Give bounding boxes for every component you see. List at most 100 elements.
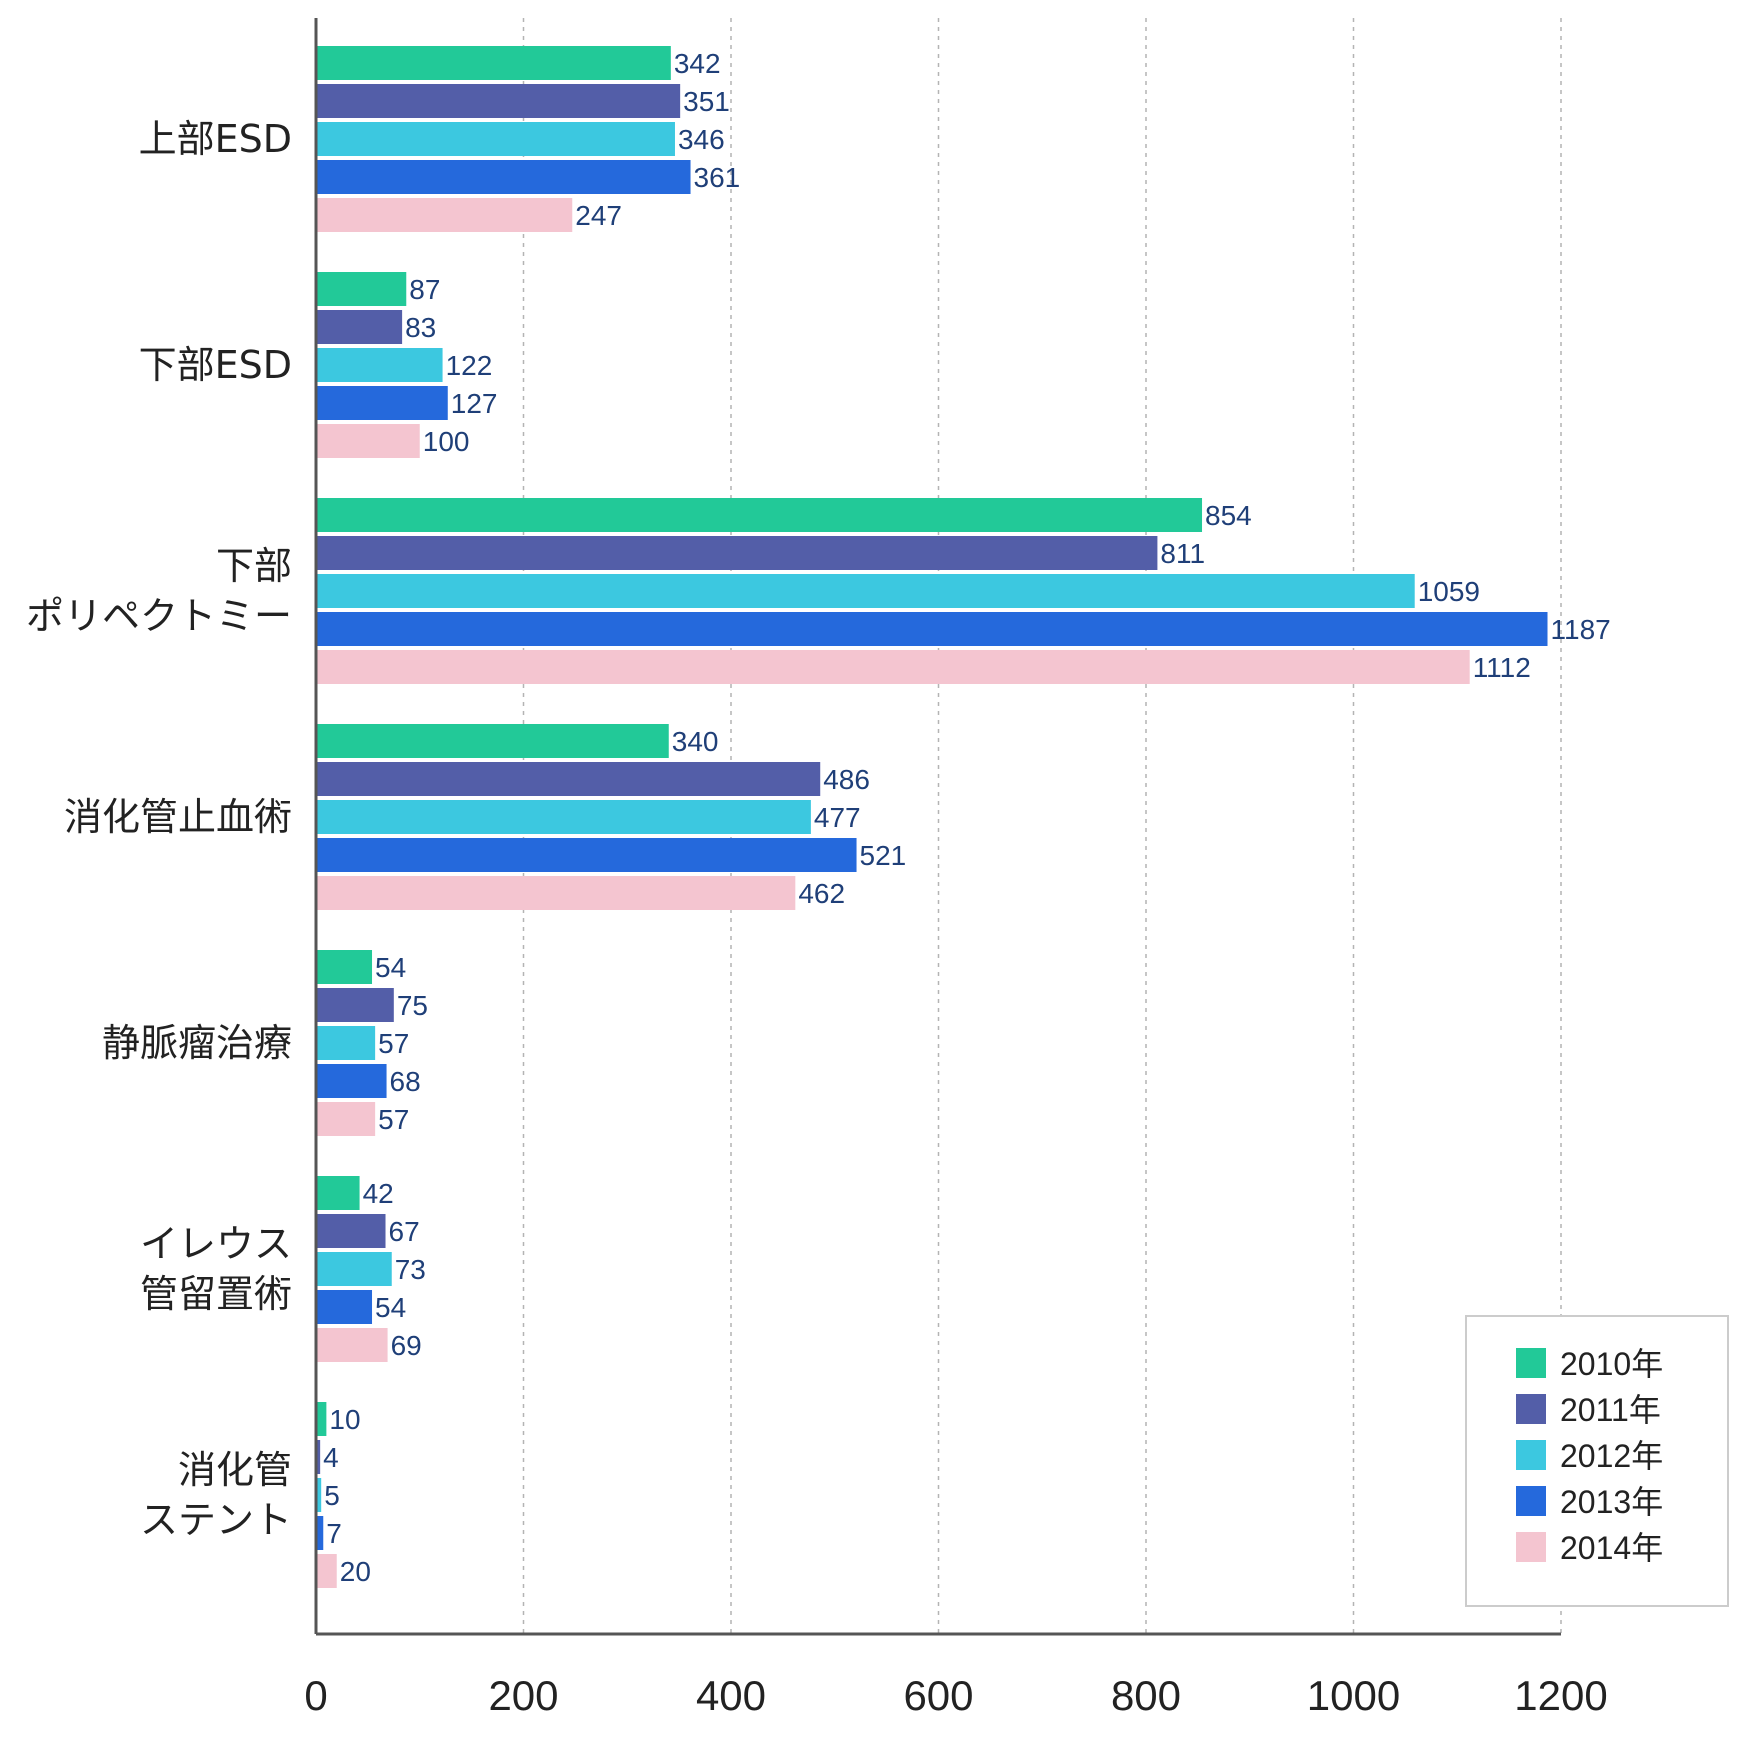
bar: [316, 386, 448, 420]
category-label: 消化管: [178, 1448, 292, 1492]
data-label: 67: [389, 1216, 420, 1247]
bar: [316, 46, 671, 80]
data-label: 486: [823, 764, 870, 795]
data-label: 87: [409, 274, 440, 305]
bar: [316, 1026, 376, 1060]
data-label: 342: [674, 48, 721, 79]
bar: [316, 724, 669, 758]
legend: 2010年 2011年 2012年 2013年 2014年: [1465, 1315, 1729, 1607]
data-label: 477: [814, 802, 861, 833]
data-label: 7: [326, 1518, 342, 1549]
category-label: 静脈瘤治療: [102, 1021, 292, 1065]
data-label: 521: [860, 840, 907, 871]
bar: [316, 950, 373, 984]
data-label: 854: [1205, 500, 1252, 531]
bar: [316, 1214, 386, 1248]
data-label: 100: [423, 426, 470, 457]
data-label: 57: [378, 1104, 409, 1135]
bar: [316, 1440, 321, 1474]
data-label: 361: [694, 162, 741, 193]
x-tick-label: 0: [304, 1672, 327, 1719]
bar: [316, 800, 811, 834]
legend-swatch: [1516, 1440, 1546, 1470]
data-label: 462: [798, 878, 845, 909]
data-label: 68: [390, 1066, 421, 1097]
bar: [316, 650, 1470, 684]
legend-swatch: [1516, 1348, 1546, 1378]
x-tick-label: 1200: [1514, 1672, 1607, 1719]
bar: [316, 122, 675, 156]
bar: [316, 1516, 324, 1550]
legend-box: [1465, 1315, 1729, 1607]
data-label: 54: [375, 1292, 406, 1323]
bar: [316, 1402, 327, 1436]
category-label: 管留置術: [140, 1272, 292, 1316]
data-label: 340: [672, 726, 719, 757]
legend-swatch: [1516, 1532, 1546, 1562]
bar: [316, 838, 857, 872]
data-label: 811: [1160, 538, 1205, 569]
category-labels: 上部ESD 下部ESD 下部ポリペクトミー消化管止血術静脈瘤治療イレウス管留置術消化…: [26, 117, 292, 1542]
bar: [316, 498, 1203, 532]
x-tick-label: 600: [903, 1672, 973, 1719]
bar: [316, 1328, 388, 1362]
legend-label: 2012年: [1560, 1438, 1663, 1474]
data-label: 20: [340, 1556, 371, 1587]
data-label: 1059: [1418, 576, 1480, 607]
data-label: 42: [363, 1178, 394, 1209]
bar: [316, 612, 1548, 646]
bar: [316, 198, 573, 232]
data-label: 247: [575, 200, 622, 231]
category-label: 消化管止血術: [64, 795, 292, 839]
category-label: ステント: [140, 1498, 292, 1542]
data-label: 351: [683, 86, 730, 117]
data-label: 54: [375, 952, 406, 983]
x-tick-label: 800: [1111, 1672, 1181, 1719]
data-label: 75: [397, 990, 428, 1021]
data-label: 73: [395, 1254, 426, 1285]
legend-label: 2013年: [1560, 1484, 1663, 1520]
bar: [316, 310, 403, 344]
x-tick-label: 200: [488, 1672, 558, 1719]
data-label: 5: [324, 1480, 340, 1511]
bar: [316, 1290, 373, 1324]
bar: [316, 1478, 322, 1512]
data-label: 69: [391, 1330, 422, 1361]
category-label: ポリペクトミー: [26, 594, 292, 638]
data-label: 122: [446, 350, 493, 381]
x-tick-label: 1000: [1307, 1672, 1400, 1719]
bar: [316, 536, 1158, 570]
data-label: 10: [329, 1404, 360, 1435]
bar: [316, 762, 821, 796]
legend-label: 2010年: [1560, 1346, 1663, 1382]
category-label: 下部: [216, 544, 292, 588]
bar: [316, 1064, 387, 1098]
legend-label: 2011年: [1560, 1392, 1661, 1428]
data-label: 346: [678, 124, 725, 155]
category-label: 下部ESD: [139, 343, 292, 387]
bar: [316, 1102, 376, 1136]
bar: [316, 876, 796, 910]
x-tick-label: 400: [696, 1672, 766, 1719]
bar: [316, 424, 420, 458]
bar: [316, 348, 443, 382]
data-label: 4: [323, 1442, 339, 1473]
data-label: 1187: [1551, 614, 1611, 645]
legend-label: 2014年: [1560, 1530, 1663, 1566]
legend-swatch: [1516, 1394, 1546, 1424]
bar: [316, 272, 407, 306]
bar: [316, 1554, 337, 1588]
x-tick-labels: 0 200 400 600 800 1000 1200: [304, 1672, 1607, 1719]
axes: [314, 18, 1561, 1636]
data-label: 83: [405, 312, 436, 343]
category-label: イレウス: [140, 1222, 292, 1266]
data-label: 57: [378, 1028, 409, 1059]
legend-swatch: [1516, 1486, 1546, 1516]
data-label: 127: [451, 388, 498, 419]
category-label: 上部ESD: [139, 117, 292, 161]
bar: [316, 160, 691, 194]
bar: [316, 84, 681, 118]
bar: [316, 1176, 360, 1210]
